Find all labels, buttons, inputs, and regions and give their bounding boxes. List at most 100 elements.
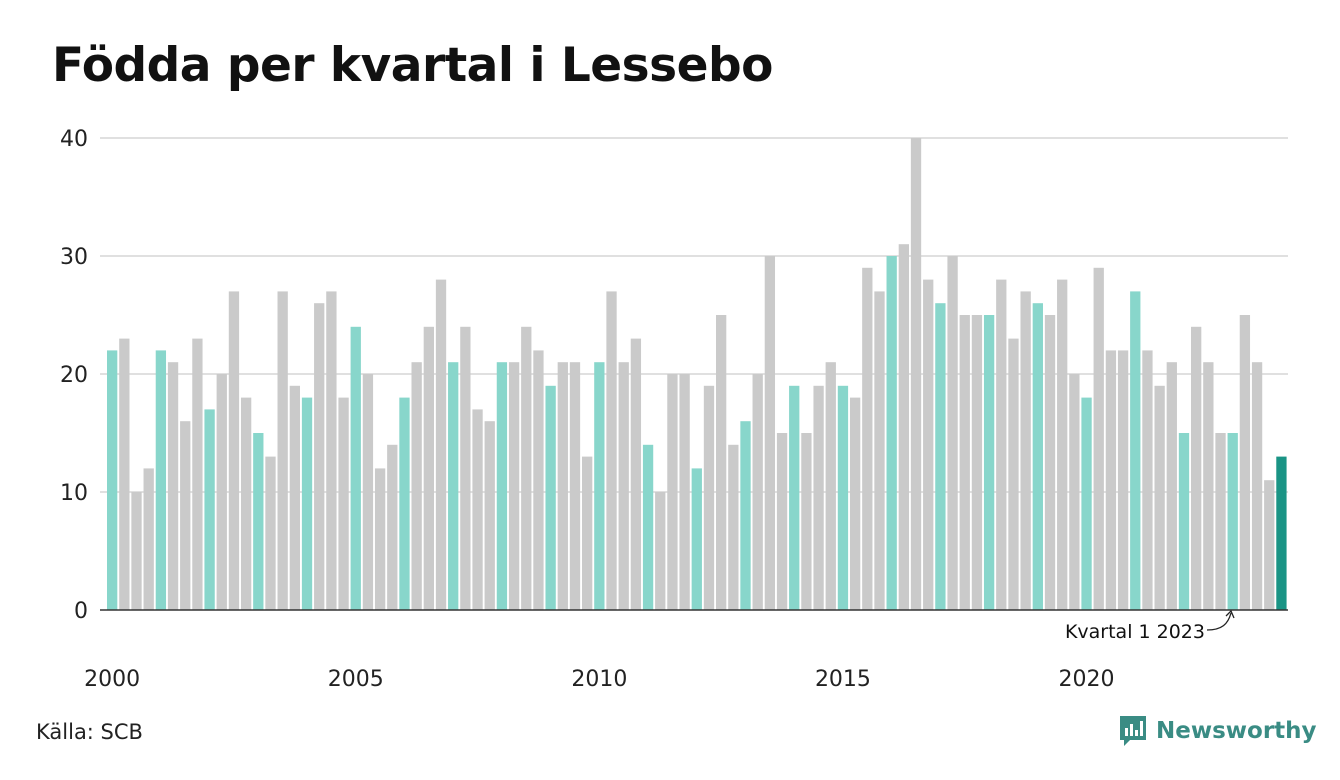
bar: 2014 Q2: 15 <box>801 433 812 610</box>
bar: 2006 Q1: 18 <box>399 397 410 610</box>
bar: 2002 Q1: 17 <box>204 409 215 610</box>
bar: 2007 Q4: 16 <box>484 421 495 610</box>
bar: 2019 Q2: 25 <box>1044 315 1056 610</box>
bar: 2014 Q1: 19 <box>789 385 800 610</box>
bar: 2014 Q3: 19 <box>813 385 824 610</box>
bar: undefined: 13 <box>1276 456 1287 610</box>
x-tick-label: 2005 <box>328 667 384 692</box>
bar: 2009 Q4: 13 <box>582 456 593 610</box>
bar: 2002 Q2: 20 <box>216 374 227 610</box>
bar: 2009 Q2: 21 <box>557 362 568 610</box>
bar: 2010 Q3: 21 <box>618 362 629 610</box>
bar: undefined: 21 <box>1251 362 1263 610</box>
bar: 2000 Q3: 10 <box>131 492 142 610</box>
bar: 2021 Q2: 22 <box>1142 350 1153 610</box>
bar: 2013 Q3: 30 <box>764 256 776 610</box>
bar: 2017 Q2: 30 <box>947 256 958 610</box>
bar: 2004 Q4: 18 <box>338 397 349 610</box>
bar: 2016 Q4: 28 <box>923 279 934 610</box>
bar: 2003 Q1: 15 <box>253 433 264 610</box>
bar: 2013 Q1: 16 <box>740 421 751 610</box>
bar: 2013 Q2: 20 <box>752 374 763 610</box>
bar: 2007 Q1: 21 <box>448 362 459 610</box>
bar: 2016 Q1: 30 <box>886 256 897 610</box>
annotation: Kvartal 1 2023 <box>1065 609 1235 643</box>
bar: 2023 Q1: 15 <box>1227 433 1238 610</box>
bar: 2022 Q1: 15 <box>1178 433 1190 610</box>
bar: 2012 Q3: 25 <box>716 315 727 610</box>
y-tick-label: 40 <box>60 127 88 152</box>
bar: 2005 Q4: 14 <box>387 444 398 610</box>
annotation-label: Kvartal 1 2023 <box>1065 621 1205 643</box>
bar: 2008 Q2: 21 <box>508 362 520 610</box>
bar: 2000 Q4: 12 <box>143 468 154 610</box>
annotation-arrowhead <box>1225 609 1235 619</box>
bar: 2012 Q1: 12 <box>691 468 702 610</box>
bar: 2004 Q2: 26 <box>314 303 325 610</box>
bar: 2015 Q3: 29 <box>862 267 873 610</box>
x-tick-label: 2015 <box>815 667 871 692</box>
bar: 2012 Q2: 19 <box>703 385 715 610</box>
bar: 2008 Q3: 24 <box>521 326 532 610</box>
bar: 2001 Q3: 16 <box>180 421 191 610</box>
bar: 2002 Q4: 18 <box>240 397 252 610</box>
bar: 2009 Q1: 19 <box>545 385 556 610</box>
newsworthy-icon <box>1120 716 1146 746</box>
bar: 2017 Q4: 25 <box>971 315 983 610</box>
bar: 2013 Q4: 15 <box>776 433 788 610</box>
brand-name: Newsworthy <box>1156 718 1317 744</box>
bar: 2020 Q2: 29 <box>1093 267 1104 610</box>
bar: 2016 Q2: 31 <box>898 244 909 610</box>
bar: 2006 Q3: 24 <box>423 326 434 610</box>
bar: 2014 Q4: 21 <box>825 362 836 610</box>
bar: 2009 Q3: 21 <box>569 362 581 610</box>
bar: 2016 Q3: 40 <box>910 138 922 610</box>
bar: 2020 Q4: 22 <box>1117 350 1129 610</box>
y-tick-label: 0 <box>74 599 88 624</box>
bar: undefined: 25 <box>1239 315 1251 610</box>
chart-title: Födda per kvartal i Lessebo <box>52 38 773 93</box>
bar: 2022 Q2: 24 <box>1191 326 1202 610</box>
bar: 2001 Q2: 21 <box>167 362 179 610</box>
bar: 2006 Q2: 21 <box>411 362 422 610</box>
bar: 2010 Q2: 27 <box>606 291 617 610</box>
bar: 2011 Q4: 20 <box>679 374 690 610</box>
bar: 2010 Q1: 21 <box>594 362 605 610</box>
bar: 2003 Q3: 27 <box>277 291 288 610</box>
bar: 2011 Q2: 10 <box>655 492 666 610</box>
bar: 2000 Q2: 23 <box>119 338 130 610</box>
bar: 2001 Q4: 23 <box>192 338 203 610</box>
bars: 2000 Q1: 222000 Q2: 232000 Q3: 102000 Q4… <box>107 138 1287 610</box>
bar: 2006 Q4: 28 <box>435 279 447 610</box>
bar: 2019 Q3: 28 <box>1057 279 1068 610</box>
bar: 2008 Q4: 22 <box>533 350 544 610</box>
bar: 2007 Q3: 17 <box>472 409 483 610</box>
bar: 2019 Q4: 20 <box>1069 374 1080 610</box>
bar: 2003 Q4: 19 <box>289 385 300 610</box>
bar: 2004 Q1: 18 <box>301 397 313 610</box>
bar: 2010 Q4: 23 <box>630 338 642 610</box>
x-tick-label: 2000 <box>84 667 140 692</box>
bar: undefined: 11 <box>1264 480 1275 610</box>
x-tick-label: 2020 <box>1059 667 1115 692</box>
bar: 2021 Q3: 19 <box>1154 385 1165 610</box>
bar: 2018 Q3: 23 <box>1008 338 1019 610</box>
bar: 2022 Q4: 15 <box>1215 433 1226 610</box>
annotation-arrow <box>1206 612 1232 631</box>
bar: 2021 Q4: 21 <box>1166 362 1177 610</box>
bar: 2011 Q1: 14 <box>642 444 654 610</box>
bar: 2015 Q4: 27 <box>874 291 885 610</box>
bar: 2012 Q4: 14 <box>728 444 739 610</box>
bar: 2008 Q1: 21 <box>496 362 508 610</box>
bar: 2005 Q2: 20 <box>362 374 374 610</box>
bar: 2003 Q2: 13 <box>265 456 276 610</box>
bar: 2011 Q3: 20 <box>667 374 678 610</box>
bar: 2018 Q4: 27 <box>1020 291 1031 610</box>
bar: 2017 Q3: 25 <box>959 315 970 610</box>
bar: 2001 Q1: 22 <box>155 350 167 610</box>
bar: 2015 Q2: 18 <box>849 397 861 610</box>
bar: 2002 Q3: 27 <box>228 291 240 610</box>
y-tick-label: 20 <box>60 363 88 388</box>
bar: 2005 Q1: 24 <box>350 326 361 610</box>
